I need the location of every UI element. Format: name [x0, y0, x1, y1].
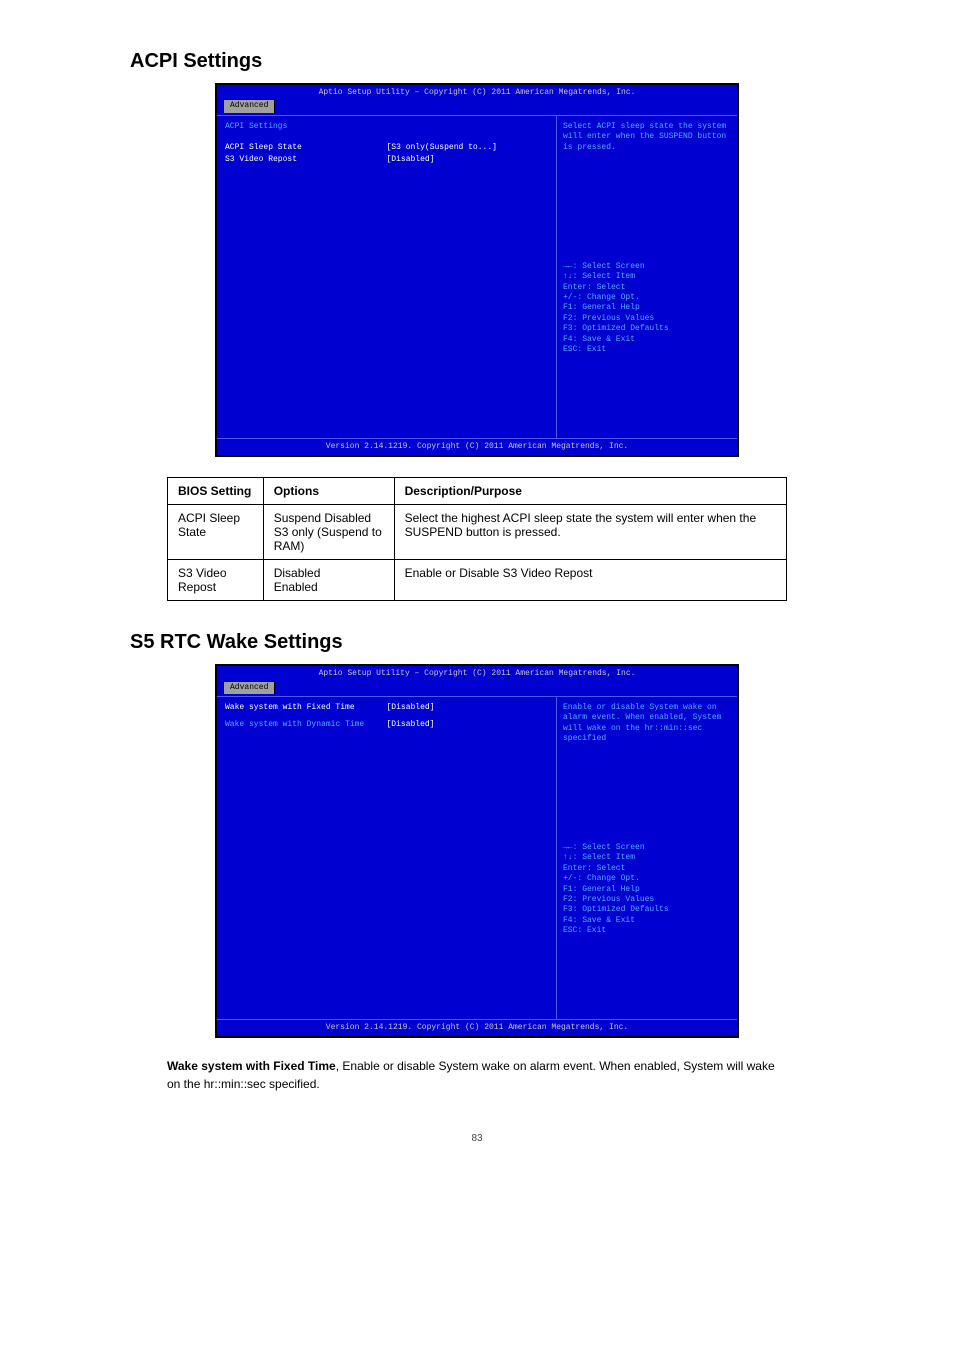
bios-right-panel-2: Enable or disable System wake on alarm e… — [557, 697, 737, 1019]
bios-setting-row: S3 Video Repost [Disabled] — [225, 155, 548, 165]
help-key: F1: General Help — [563, 885, 731, 895]
table-cell: Suspend Disabled S3 only (Suspend to RAM… — [263, 505, 394, 560]
table-cell: Disabled Enabled — [263, 560, 394, 601]
help-key: +/-: Change Opt. — [563, 874, 731, 884]
bios-help-desc-1: Select ACPI sleep state the system will … — [563, 122, 731, 252]
help-key: F3: Optimized Defaults — [563, 905, 731, 915]
bios-setting-row: Wake system with Fixed Time [Disabled] — [225, 703, 548, 713]
table-cell: S3 Video Repost — [168, 560, 264, 601]
help-key: F1: General Help — [563, 303, 731, 313]
bios-help-keys-2: →←: Select Screen ↑↓: Select Item Enter:… — [563, 843, 731, 937]
bios-setting-value: [Disabled] — [387, 720, 549, 730]
help-key: Enter: Select — [563, 864, 731, 874]
bios-setting-value: [Disabled] — [387, 703, 549, 713]
section-heading-2: S5 RTC Wake Settings — [130, 631, 954, 654]
bios-setting-row: ACPI Sleep State [S3 only(Suspend to...] — [225, 143, 548, 153]
bios-left-panel-2: Wake system with Fixed Time [Disabled] W… — [217, 697, 557, 1019]
section-heading-1: ACPI Settings — [130, 50, 954, 73]
table-cell: Select the highest ACPI sleep state the … — [394, 505, 786, 560]
help-key: ESC: Exit — [563, 345, 731, 355]
help-key: +/-: Change Opt. — [563, 293, 731, 303]
table-header: BIOS Setting — [168, 478, 264, 505]
help-key: →←: Select Screen — [563, 843, 731, 853]
help-key: ↑↓: Select Item — [563, 272, 731, 282]
bios-section-label: ACPI Settings — [225, 122, 548, 132]
table-header: Options — [263, 478, 394, 505]
table-header: Description/Purpose — [394, 478, 786, 505]
help-key: →←: Select Screen — [563, 262, 731, 272]
bios-tabs-1: Advanced — [217, 99, 737, 114]
help-key: F4: Save & Exit — [563, 335, 731, 345]
table-row: S3 Video Repost Disabled Enabled Enable … — [168, 560, 787, 601]
bios-footer-2: Version 2.14.1219. Copyright (C) 2011 Am… — [217, 1019, 737, 1036]
bios-header-1: Aptio Setup Utility – Copyright (C) 2011… — [217, 85, 737, 99]
bios-setting-value: [S3 only(Suspend to...] — [387, 143, 549, 153]
bios-footer-1: Version 2.14.1219. Copyright (C) 2011 Am… — [217, 438, 737, 455]
help-key: F2: Previous Values — [563, 895, 731, 905]
help-key: F4: Save & Exit — [563, 916, 731, 926]
table-cell: ACPI Sleep State — [168, 505, 264, 560]
bios-header-2: Aptio Setup Utility – Copyright (C) 2011… — [217, 666, 737, 680]
bios-tab-advanced: Advanced — [223, 99, 275, 112]
bios-tab-advanced: Advanced — [223, 681, 275, 694]
bios-tabs-2: Advanced — [217, 681, 737, 696]
bios-setting-row: Wake system with Dynamic Time [Disabled] — [225, 720, 548, 730]
body-paragraph: Wake system with Fixed Time, Enable or d… — [167, 1058, 787, 1093]
bios-right-panel-1: Select ACPI sleep state the system will … — [557, 116, 737, 438]
table-cell: Enable or Disable S3 Video Repost — [394, 560, 786, 601]
help-key: F2: Previous Values — [563, 314, 731, 324]
bios-setting-label: Wake system with Fixed Time — [225, 703, 387, 713]
table-row: ACPI Sleep State Suspend Disabled S3 onl… — [168, 505, 787, 560]
bios-screenshot-2: Aptio Setup Utility – Copyright (C) 2011… — [215, 664, 739, 1038]
bios-left-panel-1: ACPI Settings ACPI Sleep State [S3 only(… — [217, 116, 557, 438]
bios-setting-label: ACPI Sleep State — [225, 143, 387, 153]
bios-setting-value: [Disabled] — [387, 155, 549, 165]
bios-setting-label: S3 Video Repost — [225, 155, 387, 165]
help-key: Enter: Select — [563, 283, 731, 293]
bios-screenshot-1: Aptio Setup Utility – Copyright (C) 2011… — [215, 83, 739, 457]
bios-help-keys-1: →←: Select Screen ↑↓: Select Item Enter:… — [563, 262, 731, 356]
help-key: ESC: Exit — [563, 926, 731, 936]
help-key: ↑↓: Select Item — [563, 853, 731, 863]
settings-table-1: BIOS Setting Options Description/Purpose… — [167, 477, 787, 601]
bios-setting-label: Wake system with Dynamic Time — [225, 720, 387, 730]
bios-help-desc-2: Enable or disable System wake on alarm e… — [563, 703, 731, 833]
page-number: 83 — [0, 1133, 954, 1144]
help-key: F3: Optimized Defaults — [563, 324, 731, 334]
